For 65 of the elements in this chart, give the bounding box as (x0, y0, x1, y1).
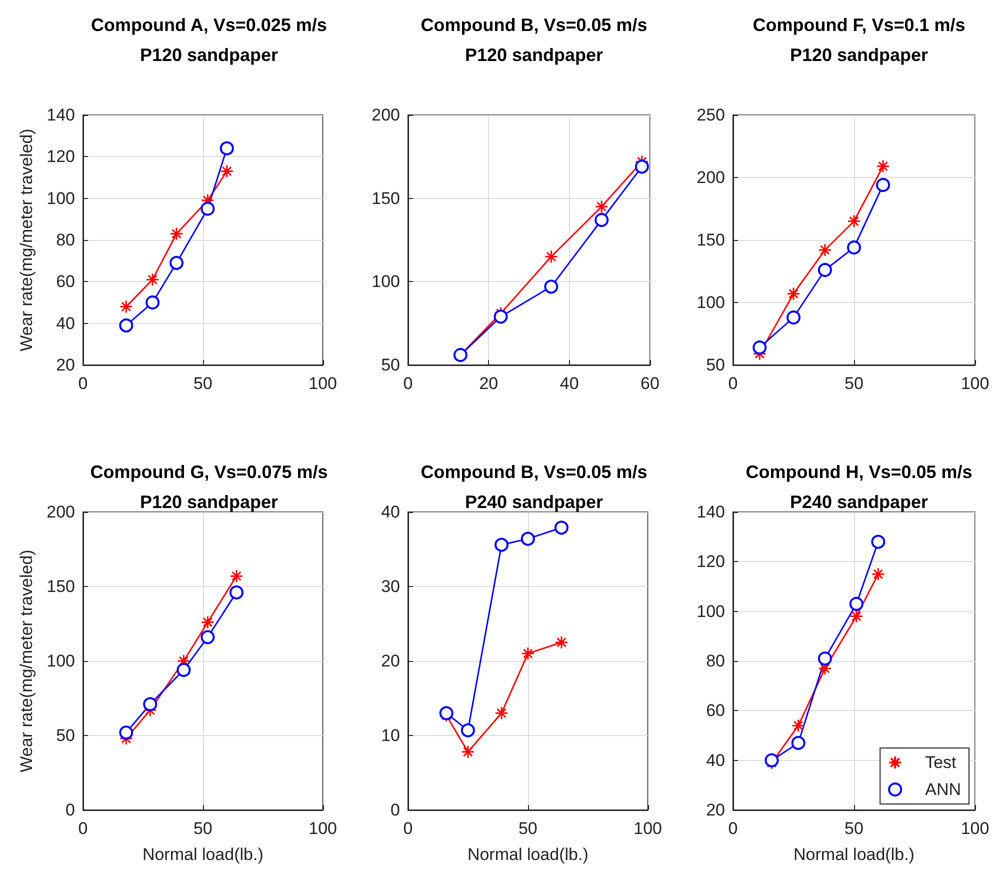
y-tick-label: 10 (381, 726, 400, 745)
x-tick-label: 50 (518, 819, 538, 838)
y-tick-label: 80 (56, 230, 75, 250)
y-tick-label: 100 (46, 188, 75, 208)
y-tick-label: 40 (706, 750, 725, 770)
y-tick-label: 100 (696, 602, 725, 621)
x-tick-label: 0 (403, 374, 413, 393)
chart-title: Compound G, Vs=0.075 m/s P120 sandpaper (90, 462, 328, 512)
x-tick-label: 40 (560, 374, 579, 393)
chart-title: Compound H, Vs=0.05 m/s P240 sandpaper (746, 462, 972, 512)
x-tick-label: 50 (844, 374, 864, 393)
y-tick-label: 40 (56, 314, 75, 333)
x-tick-label: 0 (78, 819, 88, 838)
y-tick-label: 140 (46, 106, 75, 124)
x-tick-label: 20 (479, 374, 498, 393)
y-tick-label: 150 (46, 577, 75, 596)
chart-title: Compound B, Vs=0.05 m/s P120 sandpaper (420, 15, 648, 65)
x-axis-title: Normal load(lb.) (794, 845, 914, 864)
y-tick-label: 0 (390, 800, 400, 820)
y-tick-label: 80 (706, 652, 725, 670)
y-tick-label: 200 (46, 502, 75, 522)
y-axis-title: Wear rate(mg/meter traveled) (17, 128, 36, 352)
y-tick-label: 200 (696, 168, 725, 187)
y-tick-label: 100 (372, 272, 400, 292)
y-axis-title: Wear rate(mg/meter traveled) (17, 550, 36, 772)
y-tick-label: 150 (372, 188, 400, 208)
x-tick-label: 60 (640, 374, 660, 393)
x-tick-label: 50 (844, 819, 864, 838)
y-tick-label: 30 (381, 577, 400, 596)
chart-title: Compound A, Vs=0.025 m/s P120 sandpaper (91, 15, 327, 65)
chart-title: Compound F, Vs=0.1 m/s P120 sandpaper (752, 15, 966, 65)
x-tick-label: 100 (960, 819, 990, 838)
y-tick-label: 100 (46, 652, 75, 670)
x-tick-label: 50 (193, 819, 212, 838)
y-tick-label: 250 (696, 106, 725, 124)
y-tick-label: 200 (372, 106, 400, 124)
y-tick-label: 20 (381, 652, 400, 670)
y-tick-label: 150 (696, 230, 725, 250)
y-tick-label: 20 (706, 800, 725, 820)
y-tick-label: 0 (66, 800, 75, 820)
y-tick-label: 120 (696, 552, 725, 572)
x-tick-label: 100 (308, 819, 338, 838)
y-tick-label: 60 (706, 701, 725, 720)
x-tick-label: 0 (728, 374, 738, 393)
x-axis-title: Normal load(lb.) (142, 845, 264, 864)
y-tick-label: 20 (56, 356, 75, 374)
y-tick-label: 120 (46, 147, 75, 166)
x-tick-label: 100 (308, 374, 338, 393)
x-tick-label: 0 (78, 374, 88, 393)
x-tick-label: 100 (634, 819, 662, 838)
legend-label: Test (925, 753, 957, 772)
x-axis-title: Normal load(lb.) (467, 845, 588, 864)
y-tick-label: 50 (381, 356, 400, 374)
y-tick-label: 140 (696, 502, 725, 522)
y-tick-label: 100 (696, 293, 725, 312)
x-tick-label: 0 (403, 819, 413, 838)
legend-label: ANN (925, 780, 962, 799)
y-tick-label: 50 (706, 356, 725, 374)
x-tick-label: 100 (960, 374, 990, 393)
chart-title: Compound B, Vs=0.05 m/s P240 sandpaper (420, 462, 648, 512)
x-tick-label: 0 (728, 819, 738, 838)
y-tick-label: 50 (56, 726, 75, 745)
y-tick-label: 60 (56, 272, 75, 292)
y-tick-label: 40 (381, 502, 400, 522)
x-tick-label: 50 (193, 374, 212, 393)
